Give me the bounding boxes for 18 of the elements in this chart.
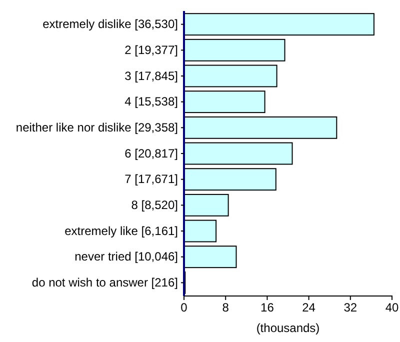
y-tick-label: extremely dislike [36,530] <box>42 17 178 32</box>
x-tick-label: 8 <box>222 300 230 315</box>
y-tick-label: extremely like [6,161] <box>64 224 178 238</box>
x-tick-label: 16 <box>260 300 274 315</box>
x-tick-label: 0 <box>180 300 188 315</box>
x-tick-label: 32 <box>344 300 358 315</box>
y-tick-label: 8 [8,520] <box>131 198 178 212</box>
y-tick-label: 7 [17,671] <box>124 172 178 186</box>
x-tick-label: 40 <box>385 300 399 315</box>
y-tick-label: 3 [17,845] <box>124 68 178 83</box>
x-axis-title: (thousands) <box>256 321 320 335</box>
y-tick-label: 4 [15,538] <box>124 94 178 109</box>
y-tick-label: 6 [20,817] <box>124 146 178 160</box>
y-tick-label: 2 [19,377] <box>124 42 178 57</box>
y-tick-label: do not wish to answer [216] <box>32 276 178 290</box>
x-tick-label: 24 <box>302 300 316 315</box>
y-tick-label: neither like nor dislike [29,358] <box>16 120 178 134</box>
y-tick-label: never tried [10,046] <box>74 250 178 264</box>
